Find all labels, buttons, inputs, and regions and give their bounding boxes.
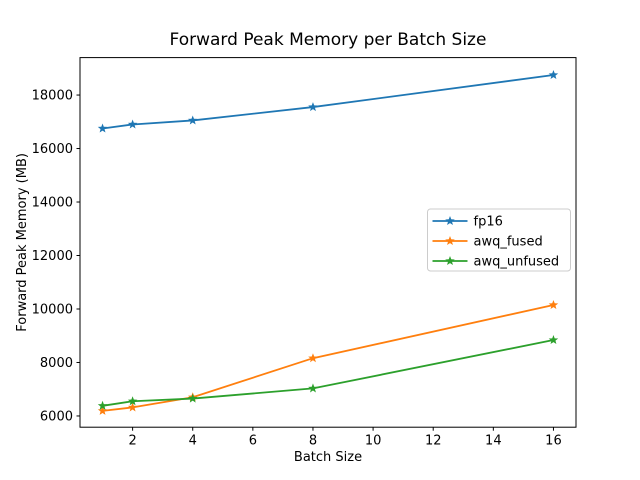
marker-fp16	[548, 69, 559, 80]
legend: fp16 awq_fused awq_unfused	[427, 208, 571, 272]
axes-frame	[79, 57, 577, 428]
line-awq_fused	[101, 304, 555, 412]
marker-awq_unfused	[548, 335, 559, 345]
legend-entry-fp16: fp16	[432, 215, 503, 230]
line-fp16	[101, 74, 555, 130]
series-fp16	[97, 69, 559, 133]
y-axis-label: Forward Peak Memory (MB)	[15, 153, 30, 332]
x-tick-label: 16	[545, 434, 562, 449]
x-tick-label: 4	[189, 434, 197, 449]
marker-awq_fused	[127, 402, 138, 412]
y-tick-label: 6000	[40, 409, 73, 424]
marker-awq_fused	[548, 299, 559, 310]
legend-marker-awq_fused	[445, 236, 455, 246]
x-tick-label: 12	[425, 434, 442, 449]
legend-marker-fp16	[445, 216, 455, 226]
y-tick-label: 10000	[32, 302, 73, 317]
x-axis-label: Batch Size	[294, 450, 362, 465]
legend-label-fp16: fp16	[474, 215, 503, 230]
series-layer	[97, 69, 559, 415]
marker-fp16	[127, 119, 138, 129]
x-tick-label: 6	[249, 434, 257, 449]
y-tick-label: 14000	[32, 196, 73, 211]
x-tick-label: 10	[365, 434, 382, 449]
legend-entry-awq_unfused: awq_unfused	[432, 255, 560, 270]
marker-awq_unfused	[127, 396, 138, 406]
y-tick-label: 12000	[32, 249, 73, 264]
y-tick-label: 8000	[40, 356, 73, 371]
legend-entry-awq_fused: awq_fused	[432, 235, 543, 250]
marker-awq_fused	[308, 353, 318, 363]
marker-fp16	[308, 102, 318, 112]
series-awq_fused	[97, 299, 559, 415]
marker-awq_unfused	[97, 400, 108, 410]
marker-fp16	[97, 123, 108, 133]
legend-box	[427, 208, 571, 272]
marker-awq_unfused	[308, 383, 318, 393]
line-awq_unfused	[101, 339, 555, 407]
x-tick-label: 14	[485, 434, 502, 449]
marker-fp16	[187, 115, 198, 125]
x-tick-label: 2	[128, 434, 136, 449]
y-tick-label: 16000	[32, 142, 73, 157]
marker-awq_unfused	[187, 393, 198, 403]
legend-label-awq_unfused: awq_unfused	[474, 255, 560, 270]
x-tick-label: 8	[309, 434, 317, 449]
marker-awq_fused	[97, 405, 108, 415]
series-awq_unfused	[97, 335, 559, 410]
chart-title: Forward Peak Memory per Batch Size	[170, 30, 487, 50]
legend-label-awq_fused: awq_fused	[474, 235, 543, 250]
axes-layer: 2 4 6 8 10 12 14 16 6000 8000 10000 12000 14000 16000…	[32, 57, 577, 449]
y-tick-label: 18000	[32, 89, 73, 104]
legend-marker-awq_unfused	[445, 256, 455, 266]
